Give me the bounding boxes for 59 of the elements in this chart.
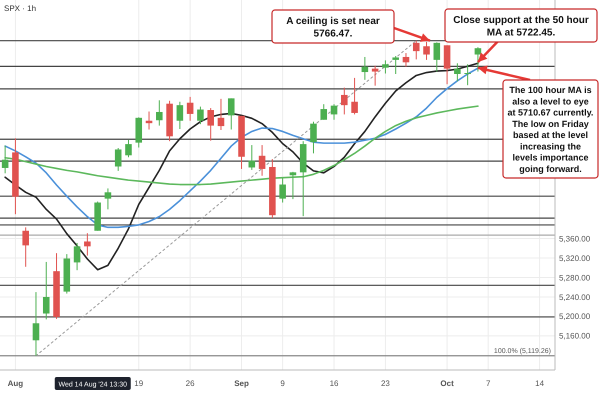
y-tick-label: 5,360.00 [559,234,591,244]
candlestick [290,171,296,200]
candlestick [248,144,256,170]
candlestick [362,56,368,80]
candlestick [218,98,224,130]
candlestick [74,242,80,271]
x-tick-label: 16 [330,379,340,388]
candlestick [42,261,50,320]
candlestick [125,139,132,158]
candlestick [207,108,214,142]
x-tick-label: Aug [8,379,24,388]
line-series [4,105,479,186]
candlestick [186,96,194,122]
candlestick [454,62,461,82]
x-tick-label: Oct [440,379,454,388]
candlestick [351,77,358,115]
candlestick [341,87,348,115]
candlestick [2,145,8,174]
candlestick [412,40,420,60]
x-tick-label: 7 [486,379,491,388]
y-tick-label: 5,160.00 [559,332,591,341]
candlestick [392,55,399,74]
candlestick [176,101,184,130]
y-tick-label: 5,320.00 [559,254,591,263]
candlestick [474,46,482,72]
text: SPX · 1h [4,4,36,13]
x-tick-label: 14 [535,379,545,388]
annotation: Close support at the 50 hour MA at 5722.45. [453,15,589,38]
candlestick [197,106,204,125]
candlestick [279,178,286,204]
candlestick [228,98,235,130]
candlestick [310,121,317,154]
candlestick [114,148,122,172]
line-series [4,67,479,228]
y-tick-label: 5,240.00 [559,292,591,302]
candlestick [22,226,29,268]
candlestick [84,232,91,256]
x-tick-label: Sep [234,379,249,388]
candlestick [104,188,112,210]
candlestick [330,104,338,120]
candlestick [402,52,410,68]
x-tick-label: 26 [186,379,196,388]
candlestick [320,104,328,120]
line-series [4,62,479,271]
x-tick-label: 23 [380,379,390,388]
y-tick-label: 5,200.00 [559,312,591,322]
annotation: A ceiling is set near 5766.47. [286,16,380,40]
x-tick-label: 9 [280,379,286,388]
x-tick-label: 19 [134,379,144,388]
annotation: The 100 hour MA is also a level to eye at 5710.67 currently. The low on Friday based at the level increasing the levels importance going forward. [508,85,594,174]
candlestick [464,64,471,86]
candlestick [444,44,450,85]
candlestick [258,144,266,176]
candlestick [32,292,40,356]
candlestick [372,65,378,86]
candlestick [156,100,163,126]
candlestick [146,110,152,130]
y-tick-label: 5,280.00 [559,273,591,282]
candlestick [434,42,440,72]
